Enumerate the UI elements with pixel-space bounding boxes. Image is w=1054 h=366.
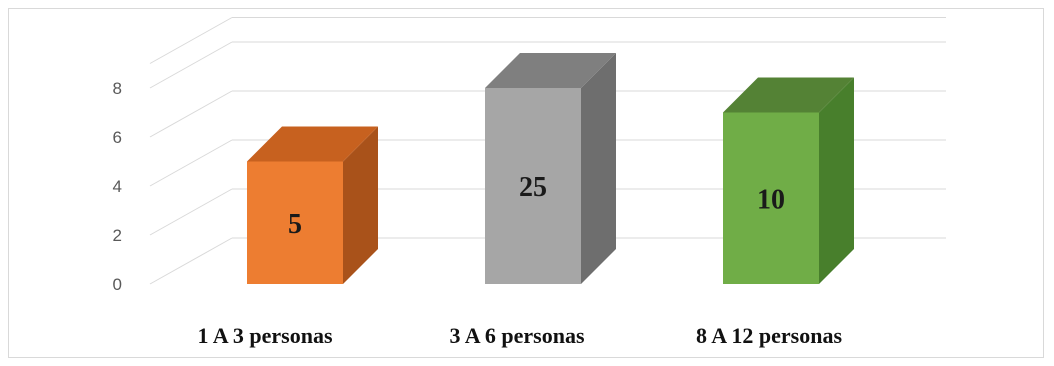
data-label-1: 5 <box>288 209 302 240</box>
y-tick-label-0: 0 <box>113 275 122 294</box>
gridline-side-3 <box>149 90 233 138</box>
bar-3-side <box>819 77 854 284</box>
data-label-2: 25 <box>519 172 547 203</box>
y-tick-label-3: 6 <box>113 128 122 147</box>
bar-1-front <box>247 161 343 284</box>
gridline-side-2 <box>149 139 233 187</box>
category-label-3: 8 A 12 personas <box>696 323 843 348</box>
y-tick-label-1: 2 <box>113 226 122 245</box>
category-label-2: 3 A 6 personas <box>449 323 585 348</box>
bar-1-top <box>247 126 378 162</box>
y-tick-label-2: 4 <box>113 177 122 196</box>
bar-3 <box>723 77 854 284</box>
bar-2 <box>485 53 616 284</box>
bar-2-side <box>581 53 616 284</box>
gridline-side-top <box>149 17 233 64</box>
y-tick-label-4: 8 <box>113 79 122 98</box>
gridline-side-4 <box>149 41 233 89</box>
bar-2-top <box>485 53 616 88</box>
category-label-1: 1 A 3 personas <box>197 323 333 348</box>
gridline-side-0 <box>149 237 233 285</box>
bar-1 <box>247 126 378 284</box>
bar-1-side <box>343 126 378 284</box>
bar-3-front <box>723 112 819 284</box>
gridline-side-1 <box>149 188 233 236</box>
bar-3-top <box>723 77 854 113</box>
data-label-3: 10 <box>757 184 785 215</box>
bar-2-front <box>485 88 581 284</box>
